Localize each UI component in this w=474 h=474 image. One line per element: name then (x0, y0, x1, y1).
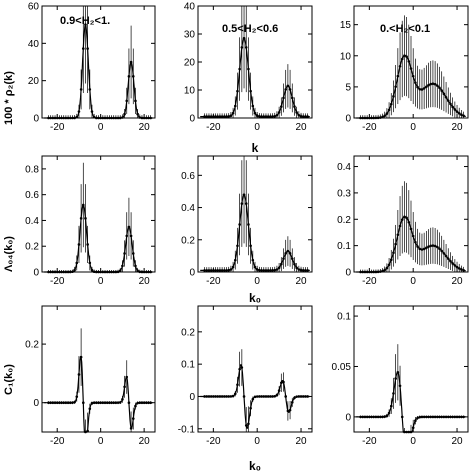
fit-curve (200, 193, 310, 271)
x-tick-label: 20 (451, 436, 463, 447)
y-tick-label: 0.8 (25, 164, 39, 175)
y-tick-label: 0 (33, 114, 39, 125)
y-tick-label: 0.4 (337, 162, 351, 173)
plot-frame (353, 155, 469, 273)
y-tick-label: 0 (189, 392, 195, 403)
panel-6: -20 0 20 0 0.1 0.2 0.3 0.4 (337, 155, 469, 287)
y-tick-label: 0.1 (181, 360, 195, 371)
y-tick-label: 10 (340, 51, 352, 62)
plot-frame (353, 305, 469, 433)
annotation-panel-1: 0.9<H₂<1. (60, 15, 110, 27)
fit-curve (356, 371, 466, 433)
ylabel-row3: C₁(k₀) (3, 364, 15, 395)
x-tick-label: -20 (362, 276, 377, 287)
y-tick-label: 0.05 (332, 362, 352, 373)
panel-4: -20 0 20 0 0.2 0.4 0.6 0.8 (25, 155, 156, 287)
xlabel-row1: k (252, 141, 259, 155)
y-tick-label: 15 (340, 20, 352, 31)
x-tick-label: 0 (254, 276, 260, 287)
y-tick-label: 0.1 (337, 241, 351, 252)
fit-curve (44, 356, 153, 433)
y-tick-label: 5 (345, 82, 351, 93)
plot-frame (197, 305, 313, 433)
y-tick-label: 40 (184, 2, 196, 13)
fit-curve (44, 22, 153, 119)
x-tick-label: -20 (50, 436, 65, 447)
panel-2: -20 0 20 0 10 20 30 40 (184, 2, 313, 133)
fit-curve (200, 37, 310, 118)
y-tick-label: 0.4 (181, 203, 195, 214)
x-tick-label: -20 (362, 436, 377, 447)
ylabel-row1: 100 * ρ₂(k) (3, 71, 15, 125)
x-tick-label: 0 (98, 436, 104, 447)
plot-frame (41, 305, 156, 433)
y-tick-label: 20 (28, 76, 40, 87)
panel-3: -20 0 20 0 5 10 15 (340, 5, 469, 133)
x-tick-label: -20 (50, 276, 65, 287)
y-tick-label: 0.2 (181, 235, 195, 246)
y-tick-label: 0 (33, 268, 39, 279)
y-tick-label: 0.2 (181, 327, 195, 338)
y-tick-label: 0.2 (25, 340, 39, 351)
y-tick-label: 30 (184, 30, 196, 41)
plot-frame (197, 155, 313, 273)
x-tick-label: 0 (98, 276, 104, 287)
y-tick-label: 0 (345, 412, 351, 423)
x-tick-label: 20 (451, 122, 463, 133)
y-tick-label: 0.2 (337, 215, 351, 226)
fit-curve (44, 203, 153, 273)
y-tick-label: 0 (33, 398, 39, 409)
plot-frame (41, 155, 156, 273)
y-tick-label: 0.6 (25, 190, 39, 201)
y-tick-label: 0.3 (337, 188, 351, 199)
fit-curve (200, 363, 310, 430)
x-tick-label: 0 (254, 436, 260, 447)
plot-frame (353, 5, 469, 119)
x-tick-label: 0 (98, 122, 104, 133)
x-tick-label: 20 (451, 276, 463, 287)
x-tick-label: -20 (206, 436, 221, 447)
ylabel-row2: Λ₀₄(k₀) (3, 236, 15, 272)
x-tick-label: 20 (295, 122, 307, 133)
x-tick-label: 0 (410, 276, 416, 287)
y-tick-label: 0.6 (181, 171, 195, 182)
x-tick-label: 0 (410, 436, 416, 447)
y-tick-label: 0 (345, 114, 351, 125)
x-tick-label: 20 (139, 122, 151, 133)
y-tick-label: 0.1 (337, 312, 351, 323)
y-tick-label: 20 (184, 58, 196, 69)
x-tick-label: 20 (295, 436, 307, 447)
y-tick-label: 60 (28, 2, 40, 13)
x-tick-label: -20 (206, 122, 221, 133)
x-tick-label: -20 (362, 122, 377, 133)
y-tick-label: 0 (189, 114, 195, 125)
y-tick-label: 0 (189, 268, 195, 279)
xlabel-row3: k₀ (249, 459, 261, 473)
y-tick-label: 10 (184, 86, 196, 97)
panel-8: -20 0 20 -0.1 0 0.1 0.2 (178, 305, 313, 447)
annotation-panel-2: 0.5<H₂<0.6 (222, 23, 278, 35)
y-tick-label: 40 (28, 39, 40, 50)
panel-5: -20 0 20 0 0.2 0.4 0.6 (181, 155, 313, 287)
annotation-panel-3: 0.<H₂<0.1 (380, 23, 430, 35)
xlabel-row2: k₀ (249, 291, 261, 305)
y-tick-label: -0.1 (178, 424, 196, 435)
x-tick-label: -20 (50, 122, 65, 133)
x-tick-label: 0 (410, 122, 416, 133)
panel-1: -20 0 20 0 20 40 60 (28, 2, 156, 133)
fit-curve (356, 215, 466, 273)
x-tick-label: 20 (139, 276, 151, 287)
x-tick-label: 0 (254, 122, 260, 133)
x-tick-label: 20 (295, 276, 307, 287)
panel-7: -20 0 20 0 0.2 (25, 305, 156, 447)
panel-9: -20 0 20 0 0.05 0.1 (332, 305, 469, 447)
y-tick-label: 0 (345, 268, 351, 279)
y-tick-label: 0.2 (25, 242, 39, 253)
y-tick-label: 0.4 (25, 216, 39, 227)
fit-curve (356, 54, 467, 119)
x-tick-label: -20 (206, 276, 221, 287)
x-tick-label: 20 (139, 436, 151, 447)
